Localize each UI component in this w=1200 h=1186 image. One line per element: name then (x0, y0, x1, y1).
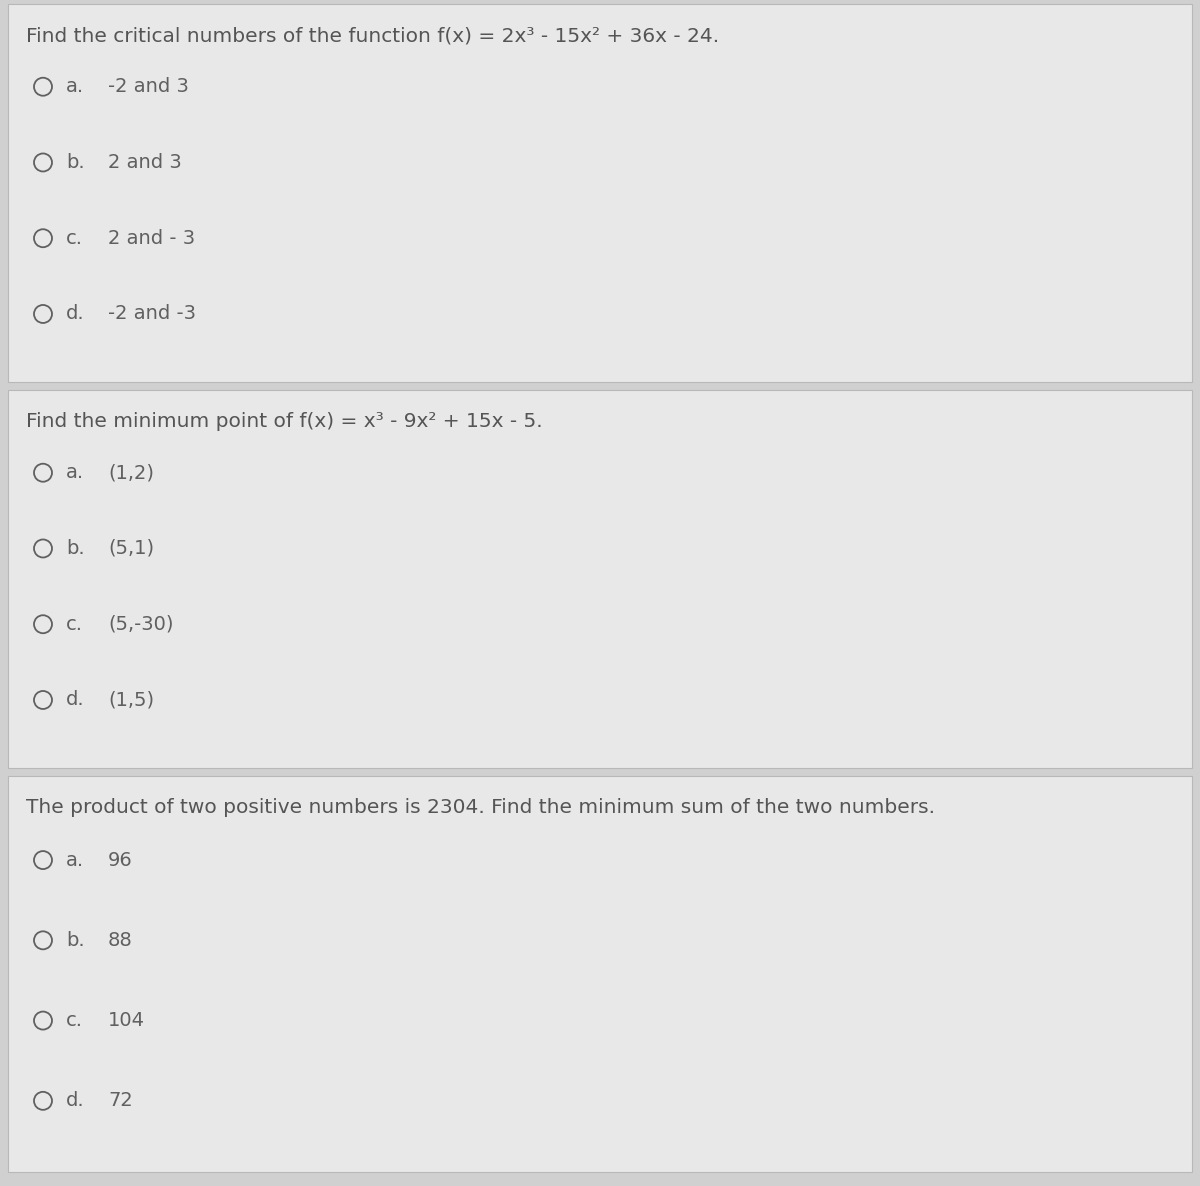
Text: c.: c. (66, 229, 83, 248)
Text: a.: a. (66, 850, 84, 869)
Text: Find the minimum point of f(x) = x³ - 9x² + 15x - 5.: Find the minimum point of f(x) = x³ - 9x… (26, 412, 542, 431)
Bar (8, 390, 1192, 769)
Text: 2 and - 3: 2 and - 3 (108, 229, 196, 248)
Text: d.: d. (66, 305, 85, 324)
Text: c.: c. (66, 1012, 83, 1031)
Text: 88: 88 (108, 931, 133, 950)
Text: (1,5): (1,5) (108, 690, 154, 709)
Text: (5,-30): (5,-30) (108, 614, 174, 633)
Text: a.: a. (66, 77, 84, 96)
Text: b.: b. (66, 538, 85, 557)
Text: d.: d. (66, 1091, 85, 1110)
Bar (8, 4, 1192, 382)
Bar (8, 776, 1192, 1172)
Text: b.: b. (66, 153, 85, 172)
Text: (1,2): (1,2) (108, 464, 154, 483)
Text: 2 and 3: 2 and 3 (108, 153, 181, 172)
Text: 96: 96 (108, 850, 133, 869)
Text: The product of two positive numbers is 2304. Find the minimum sum of the two num: The product of two positive numbers is 2… (26, 798, 935, 817)
Text: c.: c. (66, 614, 83, 633)
Text: 72: 72 (108, 1091, 133, 1110)
Text: -2 and -3: -2 and -3 (108, 305, 196, 324)
Text: a.: a. (66, 464, 84, 483)
Text: b.: b. (66, 931, 85, 950)
Text: (5,1): (5,1) (108, 538, 154, 557)
Text: Find the critical numbers of the function f(x) = 2x³ - 15x² + 36x - 24.: Find the critical numbers of the functio… (26, 26, 719, 45)
Text: 104: 104 (108, 1012, 145, 1031)
Text: -2 and 3: -2 and 3 (108, 77, 188, 96)
Text: d.: d. (66, 690, 85, 709)
